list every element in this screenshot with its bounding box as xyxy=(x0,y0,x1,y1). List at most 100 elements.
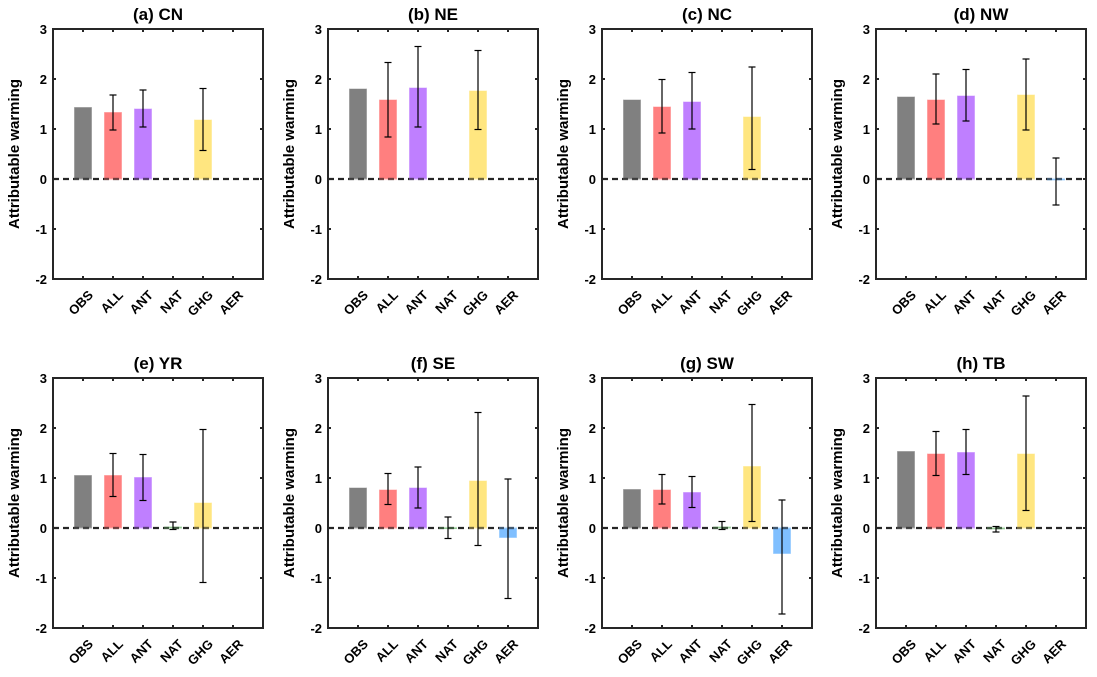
bar-overlay-all xyxy=(379,526,397,530)
panel-d-nw: (d) NW Attributable warming 3 2 1 0 -1 -2 OBS ALL… xyxy=(829,5,1087,319)
error-bar-nat xyxy=(718,520,726,531)
x-tick-label-ghg: GHG xyxy=(1007,636,1039,668)
bar-overlay-all xyxy=(653,526,671,530)
y-tick-label: 2 xyxy=(863,421,870,436)
bar-overlay-obs xyxy=(623,177,641,181)
bar-overlay-all xyxy=(379,177,397,181)
y-tick-label: -2 xyxy=(35,621,47,636)
y-tick-label: -2 xyxy=(858,272,870,287)
error-bar-nat xyxy=(169,521,177,531)
error-bar-all xyxy=(932,430,940,477)
x-tick-label-obs: OBS xyxy=(888,287,919,318)
y-tick-label: -1 xyxy=(584,222,596,237)
x-tick-label-ant: ANT xyxy=(950,287,980,317)
panel-title: (h) TB xyxy=(956,354,1005,373)
y-tick-label: -1 xyxy=(584,571,596,586)
error-bar-ant xyxy=(962,428,970,476)
y-tick-label: -2 xyxy=(584,272,596,287)
axes-box xyxy=(875,377,1087,629)
x-tick-label-all: ALL xyxy=(373,636,402,665)
y-tick-label: 1 xyxy=(40,122,47,137)
y-tick-label: 0 xyxy=(589,521,596,536)
x-tick-label-nat: NAT xyxy=(706,636,735,665)
error-bar-ant xyxy=(139,89,147,128)
bar-overlay-ant xyxy=(409,177,427,181)
y-tick-label: 2 xyxy=(863,72,870,87)
y-tick-label: -2 xyxy=(310,621,322,636)
bar-overlay-obs xyxy=(897,526,915,530)
error-bar-ghg xyxy=(748,403,756,523)
x-tick-label-ant: ANT xyxy=(676,287,706,317)
x-tick-label-all: ALL xyxy=(373,287,402,316)
panel-title: (g) SW xyxy=(680,354,735,373)
y-tick-label: 2 xyxy=(315,72,322,87)
bar-overlay-ghg xyxy=(1017,177,1035,181)
panel-title: (a) CN xyxy=(133,5,183,24)
error-bar-ghg xyxy=(474,411,482,547)
panel-h-tb: (h) TB Attributable warming 3 2 1 0 -1 -2 OBS ALL… xyxy=(829,354,1087,668)
y-tick-label: 0 xyxy=(315,521,322,536)
y-tick-label: 3 xyxy=(40,22,47,37)
bar-overlay-all xyxy=(927,177,945,181)
y-axis-label: Attributable warming xyxy=(6,428,23,578)
x-tick-label-obs: OBS xyxy=(888,636,919,667)
bar-obs xyxy=(348,487,368,529)
y-tick-label: 3 xyxy=(315,371,322,386)
x-tick-label-ghg: GHG xyxy=(184,287,216,319)
error-bar-ghg xyxy=(199,428,207,584)
x-tick-label-ghg: GHG xyxy=(733,636,765,668)
y-tick-label: 3 xyxy=(589,22,596,37)
error-bar-all xyxy=(384,61,392,138)
error-bar-ghg xyxy=(1022,395,1030,512)
axes-box xyxy=(601,28,813,280)
x-tick-label-ghg: GHG xyxy=(184,636,216,668)
x-tick-label-nat: NAT xyxy=(980,636,1009,665)
bar-obs xyxy=(73,474,93,529)
x-tick-label-ghg: GHG xyxy=(733,287,765,319)
y-tick-label: 3 xyxy=(863,22,870,37)
error-bar-all xyxy=(109,452,117,498)
x-tick-label-obs: OBS xyxy=(65,636,96,667)
axes-box xyxy=(52,377,264,629)
x-tick-label-obs: OBS xyxy=(614,287,645,318)
y-tick-label: 2 xyxy=(315,421,322,436)
error-bar-ghg xyxy=(1022,58,1030,131)
y-tick-label: 1 xyxy=(315,122,322,137)
panel-b-ne: (b) NE Attributable warming 3 2 1 0 -1 -2 OBS ALL… xyxy=(281,5,539,319)
bar-overlay-ant xyxy=(957,526,975,530)
bar-overlay-obs xyxy=(74,177,92,181)
x-tick-label-aer: AER xyxy=(491,636,521,666)
error-bar-ghg xyxy=(748,66,756,171)
bar-overlay-obs xyxy=(349,526,367,530)
y-tick-label: 0 xyxy=(863,172,870,187)
error-bar-ant xyxy=(414,45,422,128)
bar-overlay-ant xyxy=(409,526,427,530)
y-tick-label: 1 xyxy=(589,122,596,137)
bar-overlay-ant xyxy=(683,177,701,181)
bar-overlay-ant xyxy=(683,526,701,530)
y-tick-label: 0 xyxy=(589,172,596,187)
x-tick-label-nat: NAT xyxy=(157,287,186,316)
x-tick-label-nat: NAT xyxy=(432,636,461,665)
x-tick-label-obs: OBS xyxy=(65,287,96,318)
y-tick-label: -1 xyxy=(310,571,322,586)
bar-overlay-obs xyxy=(74,526,92,530)
y-tick-label: -2 xyxy=(310,272,322,287)
y-tick-label: 3 xyxy=(40,371,47,386)
bar-obs xyxy=(896,450,916,529)
x-tick-label-nat: NAT xyxy=(157,636,186,665)
x-tick-label-ant: ANT xyxy=(402,636,432,666)
x-tick-label-aer: AER xyxy=(765,287,795,317)
panel-title: (d) NW xyxy=(954,5,1010,24)
x-tick-label-obs: OBS xyxy=(340,287,371,318)
x-tick-label-obs: OBS xyxy=(340,636,371,667)
x-tick-label-aer: AER xyxy=(1039,636,1069,666)
bar-overlay-all xyxy=(104,177,122,181)
panel-title: (f) SE xyxy=(411,354,455,373)
y-axis-label: Attributable warming xyxy=(829,428,846,578)
x-tick-label-ant: ANT xyxy=(676,636,706,666)
y-tick-label: -1 xyxy=(35,222,47,237)
x-tick-label-all: ALL xyxy=(647,287,676,316)
x-tick-label-ghg: GHG xyxy=(459,287,491,319)
axes-box xyxy=(601,377,813,629)
